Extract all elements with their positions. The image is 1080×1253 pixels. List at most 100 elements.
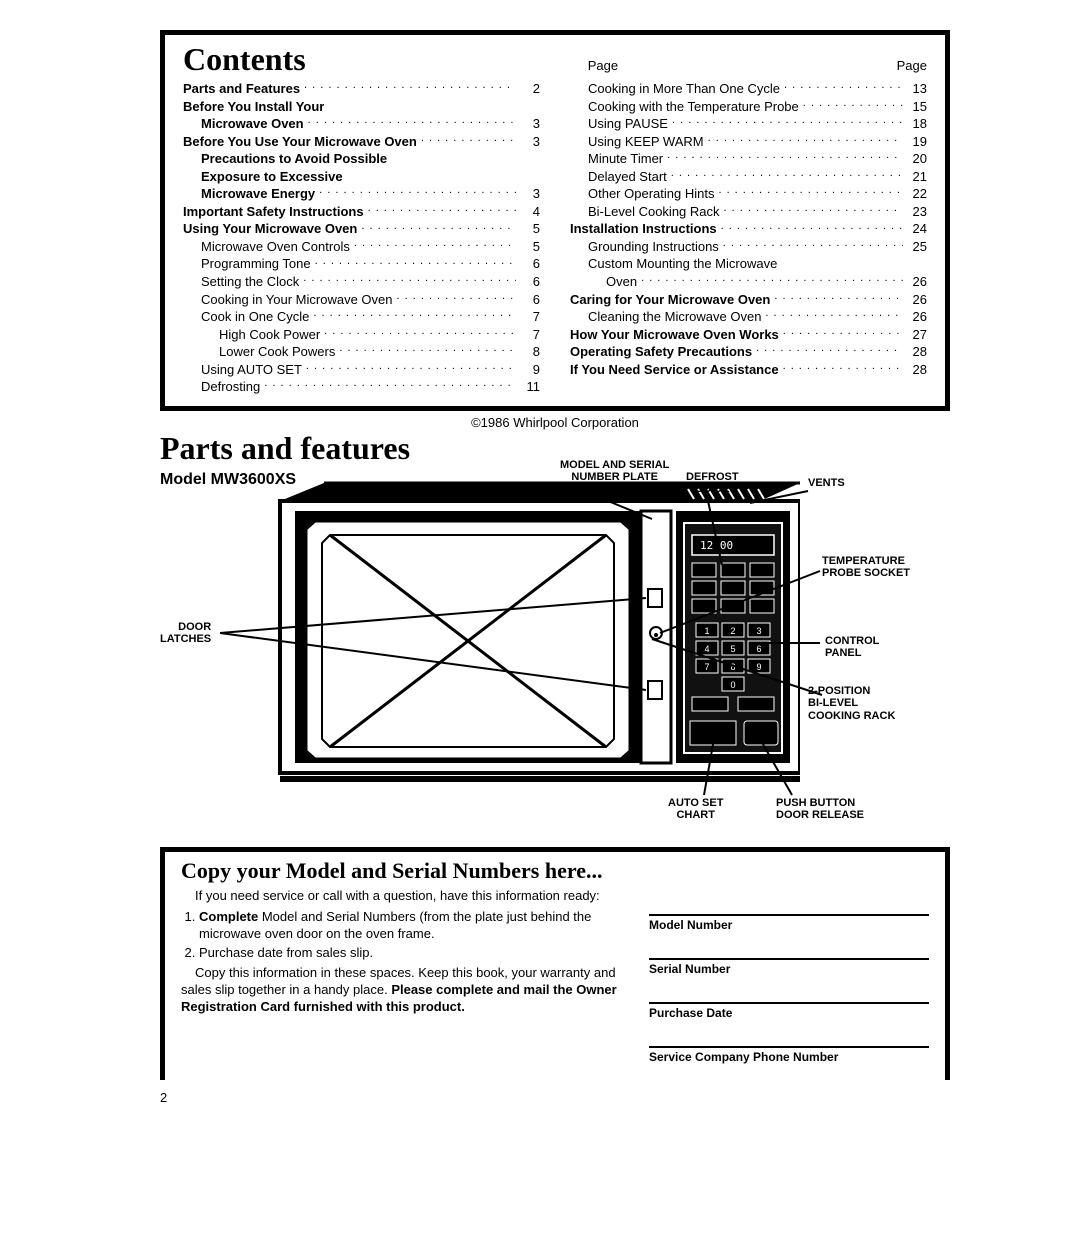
toc-page: 3 bbox=[516, 185, 540, 203]
toc-row: Cooking in Your Microwave Oven6 bbox=[183, 291, 540, 309]
toc-row: Operating Safety Precautions28 bbox=[570, 343, 927, 361]
field-purchase[interactable]: Purchase Date bbox=[649, 1002, 929, 1020]
toc-label: Installation Instructions bbox=[570, 220, 717, 238]
field-model[interactable]: Model Number bbox=[649, 914, 929, 932]
copy-model-box: Copy your Model and Serial Numbers here.… bbox=[160, 847, 950, 1080]
toc-label: Using PAUSE bbox=[570, 115, 668, 133]
toc-page: 6 bbox=[516, 273, 540, 291]
label-text: MODEL AND SERIAL bbox=[560, 459, 669, 471]
toc-row: Other Operating Hints22 bbox=[570, 185, 927, 203]
toc-dots bbox=[299, 273, 516, 286]
toc-row: Bi-Level Cooking Rack 23 bbox=[570, 203, 927, 221]
manual-page: Contents Page Page Parts and Features2Be… bbox=[0, 0, 1080, 1125]
page-header-right: Page bbox=[618, 58, 927, 73]
label-text: DEFROST bbox=[686, 471, 739, 483]
label-text: 2-POSITION bbox=[808, 685, 870, 697]
toc-dots bbox=[761, 308, 902, 321]
toc-label: If You Need Service or Assistance bbox=[570, 361, 779, 379]
toc-dots bbox=[637, 273, 902, 286]
toc-page: 11 bbox=[516, 378, 540, 396]
toc-label: Exposure to Excessive bbox=[183, 168, 343, 186]
toc-row: Delayed Start21 bbox=[570, 168, 927, 186]
toc-dots bbox=[668, 115, 903, 128]
toc-label: Important Safety Instructions bbox=[183, 203, 364, 221]
toc-row: Minute Timer20 bbox=[570, 150, 927, 168]
page-number: 2 bbox=[160, 1090, 950, 1105]
toc-row: High Cook Power7 bbox=[183, 326, 540, 344]
toc-page: 21 bbox=[903, 168, 927, 186]
copy-intro: If you need service or call with a quest… bbox=[181, 888, 631, 905]
toc-dots bbox=[417, 133, 516, 146]
toc-page: 15 bbox=[903, 98, 927, 116]
parts-title-row: Parts and features bbox=[160, 430, 950, 467]
toc-dots bbox=[357, 220, 516, 233]
toc-page: 23 bbox=[903, 203, 927, 221]
toc-dots bbox=[714, 185, 902, 198]
toc-row: Using KEEP WARM19 bbox=[570, 133, 927, 151]
toc-row: Using Your Microwave Oven5 bbox=[183, 220, 540, 238]
toc-label: Grounding Instructions bbox=[570, 238, 719, 256]
contents-title: Contents bbox=[183, 41, 306, 78]
toc-label: Custom Mounting the Microwave bbox=[570, 255, 777, 273]
toc-dots bbox=[315, 185, 516, 198]
toc-label: Before You Use Your Microwave Oven bbox=[183, 133, 417, 151]
copyright-line: ©1986 Whirlpool Corporation bbox=[160, 415, 950, 430]
toc-dots bbox=[350, 238, 516, 251]
page-header-left: Page bbox=[306, 58, 618, 73]
toc-row: Installation Instructions 24 bbox=[570, 220, 927, 238]
toc-row: Microwave Oven3 bbox=[183, 115, 540, 133]
toc-row: Defrosting11 bbox=[183, 378, 540, 396]
toc-label: Cooking in Your Microwave Oven bbox=[183, 291, 393, 309]
toc-page: 7 bbox=[516, 308, 540, 326]
toc-label: Precautions to Avoid Possible bbox=[183, 150, 387, 168]
toc-label: High Cook Power bbox=[183, 326, 320, 344]
toc-page: 24 bbox=[903, 220, 927, 238]
toc-row: Exposure to Excessive bbox=[183, 168, 540, 186]
toc-dots bbox=[720, 203, 903, 216]
toc-label: Parts and Features bbox=[183, 80, 300, 98]
label-text: DOOR bbox=[178, 621, 211, 633]
toc-row: Precautions to Avoid Possible bbox=[183, 150, 540, 168]
label-text: (Not Shown) bbox=[577, 484, 653, 496]
toc-dots bbox=[752, 343, 902, 356]
toc-dots bbox=[667, 168, 903, 181]
toc-page: 18 bbox=[903, 115, 927, 133]
label-text: PANEL bbox=[825, 647, 861, 659]
toc-page: 5 bbox=[516, 220, 540, 238]
parts-diagram: 12 00 123 456 789 0 bbox=[160, 463, 950, 843]
toc-label: Cleaning the Microwave Oven bbox=[570, 308, 761, 326]
toc-label: Cooking with the Temperature Probe bbox=[570, 98, 799, 116]
toc-row: Grounding Instructions25 bbox=[570, 238, 927, 256]
toc-label: Cooking in More Than One Cycle bbox=[570, 80, 780, 98]
toc-label: Before You Install Your bbox=[183, 98, 324, 116]
toc-dots bbox=[393, 291, 517, 304]
toc-row: Microwave Energy 3 bbox=[183, 185, 540, 203]
toc-row: Caring for Your Microwave Oven26 bbox=[570, 291, 927, 309]
copy-item-1: Complete Model and Serial Numbers (from … bbox=[199, 909, 631, 943]
toc-dots bbox=[335, 343, 516, 356]
toc-row: Custom Mounting the Microwave bbox=[570, 255, 927, 273]
toc-row: Using PAUSE 18 bbox=[570, 115, 927, 133]
field-service[interactable]: Service Company Phone Number bbox=[649, 1046, 929, 1064]
toc-label: Microwave Energy bbox=[183, 185, 315, 203]
label-text: PROBE SOCKET bbox=[822, 567, 910, 579]
label-model-serial: MODEL AND SERIAL NUMBER PLATE (Not Shown… bbox=[560, 459, 669, 497]
toc-page: 4 bbox=[516, 203, 540, 221]
copy-item-2: Purchase date from sales slip. bbox=[199, 945, 631, 962]
toc-columns: Parts and Features2Before You Install Yo… bbox=[183, 80, 927, 396]
label-temp-probe: TEMPERATURE PROBE SOCKET bbox=[822, 555, 910, 580]
toc-page: 13 bbox=[903, 80, 927, 98]
toc-dots bbox=[719, 238, 903, 251]
label-text: AUTO SET bbox=[668, 797, 723, 809]
field-serial[interactable]: Serial Number bbox=[649, 958, 929, 976]
toc-label: Using KEEP WARM bbox=[570, 133, 704, 151]
toc-dots bbox=[311, 255, 516, 268]
toc-label: Bi-Level Cooking Rack bbox=[570, 203, 720, 221]
toc-row: How Your Microwave Oven Works27 bbox=[570, 326, 927, 344]
toc-dots bbox=[779, 326, 903, 339]
toc-page: 20 bbox=[903, 150, 927, 168]
label-vents: VENTS bbox=[808, 477, 845, 490]
toc-label: Other Operating Hints bbox=[570, 185, 714, 203]
toc-row: Before You Use Your Microwave Oven3 bbox=[183, 133, 540, 151]
label-control-panel: CONTROL PANEL bbox=[825, 635, 879, 660]
